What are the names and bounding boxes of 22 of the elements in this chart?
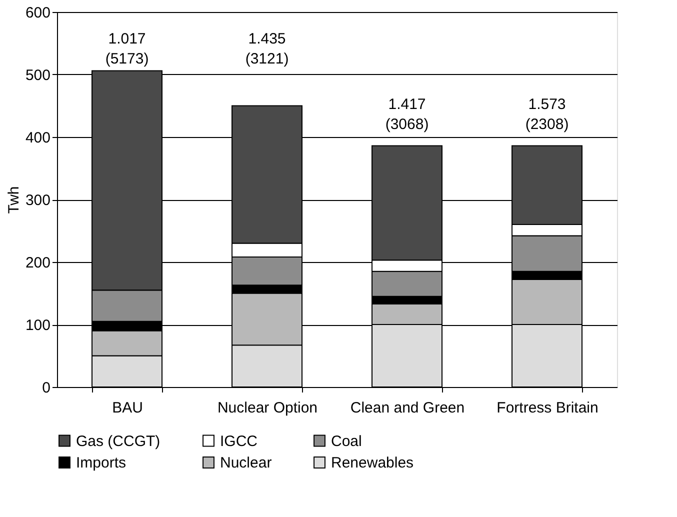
y-tick-label: 100 [25,317,50,334]
y-tick-label: 400 [25,130,50,146]
legend-label: Renewables [331,454,414,472]
x-tick-label: BAU [112,400,143,416]
y-tick-label: 500 [25,67,50,84]
y-axis-title: Twh [5,186,22,214]
y-tick-label: 200 [25,254,50,272]
annotation: 1.573 (2308) [525,96,569,133]
y-tick-label: 300 [25,192,50,209]
y-tick-label: 0 [42,380,50,396]
legend-label: Gas (CCGT) [76,432,160,450]
x-tick-label: Nuclear Option [217,400,318,416]
legend-label: Nuclear [220,454,272,472]
legend-label: Imports [76,454,126,472]
annotation: 1.417 (3068) [385,96,429,133]
y-tick-label: 600 [25,4,50,22]
x-tick-label: Clean and Green [350,400,465,416]
legend-label: Coal [331,432,362,450]
annotation: 1.435 (3121) [245,30,289,68]
annotation: 1.017 (5173) [105,30,149,68]
legend-label: IGCC [220,432,258,450]
x-tick-label: Fortress Britain [496,400,598,416]
